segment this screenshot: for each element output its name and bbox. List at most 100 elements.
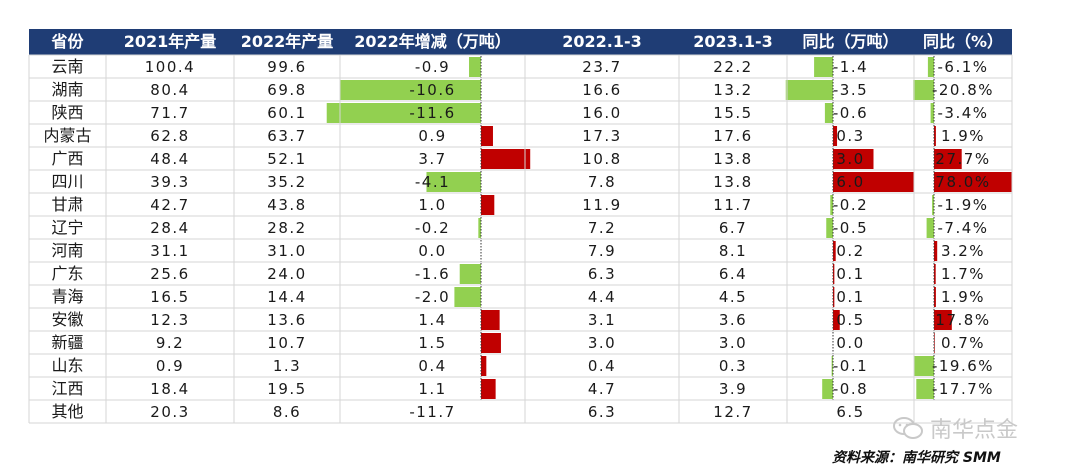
databar-layer [326, 56, 1012, 400]
table-cell: 22.2 [713, 58, 752, 76]
province-label: 青海 [51, 287, 83, 306]
table-cell: 25.6 [150, 265, 189, 283]
table-cell: -1.9% [937, 196, 988, 214]
table-cell: 9.2 [156, 334, 184, 352]
table-cell: -11.6 [409, 104, 455, 122]
negative-bar [913, 80, 934, 100]
table-cell: -0.9 [415, 58, 450, 76]
column-header: 2022年产量 [241, 32, 334, 51]
positive-bar [481, 195, 495, 215]
negative-bar [824, 103, 833, 123]
watermark-text: 南华点金 [930, 418, 1019, 443]
table-cell: 24.0 [267, 265, 306, 283]
negative-bar [459, 264, 481, 284]
table-cell: 39.3 [150, 173, 189, 191]
negative-bar [831, 356, 833, 376]
table-cell: 17.6 [713, 127, 752, 145]
table-cell: 0.4 [418, 357, 446, 375]
positive-bar [934, 333, 935, 353]
province-label: 广东 [51, 264, 83, 283]
province-label: 广西 [51, 149, 83, 168]
table-cell: 1.3 [273, 357, 301, 375]
positive-bar [481, 126, 493, 146]
negative-bar [930, 103, 934, 123]
table-cell: -10.6 [409, 81, 455, 99]
table-cell: -6.1% [937, 58, 988, 76]
table-cell: -3.5 [833, 81, 868, 99]
positive-bar [481, 333, 501, 353]
table-cell: -17.7% [932, 380, 994, 398]
negative-bar [454, 287, 481, 307]
table-cell: 13.8 [713, 173, 752, 191]
table-cell: 13.6 [267, 311, 306, 329]
table-gridlines [28, 54, 1013, 424]
table-cell: 48.4 [150, 150, 189, 168]
negative-bar [830, 195, 833, 215]
column-header: 2023.1-3 [693, 32, 773, 51]
negative-bar [785, 80, 833, 100]
table-body: 云南 100.4 99.6 -0.9 23.7 22.2 -1.4 -6.1% 湖南 80.4 69… [43, 57, 994, 421]
column-header: 2022.1-3 [562, 32, 642, 51]
province-label: 安徽 [51, 310, 83, 329]
province-label: 陕西 [51, 103, 83, 122]
table-cell: 99.6 [267, 58, 306, 76]
table-cell: 18.4 [150, 380, 189, 398]
table-cell: 12.3 [150, 311, 189, 329]
province-label: 云南 [51, 57, 83, 76]
table-cell: 0.3 [836, 127, 864, 145]
table-cell: 1.7% [941, 265, 985, 283]
positive-bar [481, 310, 500, 330]
positive-bar [934, 264, 936, 284]
positive-bar [934, 126, 936, 146]
province-label: 内蒙古 [43, 126, 91, 145]
negative-bar [340, 80, 481, 100]
positive-bar [934, 310, 952, 330]
watermark: 南华点金 [892, 412, 1018, 444]
table-cell: 80.4 [150, 81, 189, 99]
negative-bar [926, 218, 934, 238]
table-cell: 42.7 [150, 196, 189, 214]
table-cell: 4.5 [719, 288, 747, 306]
table-cell: 78.0% [935, 173, 990, 191]
table-cell: 35.2 [267, 173, 306, 191]
table-cell: 0.1 [836, 288, 864, 306]
positive-bar [833, 172, 914, 192]
negative-bar [326, 103, 481, 123]
positive-bar [481, 149, 531, 169]
table-cell: 43.8 [267, 196, 306, 214]
table-cell: 0.0 [418, 242, 446, 260]
table-cell: 1.1 [418, 380, 446, 398]
table-cell: 1.5 [418, 334, 446, 352]
table-cell: 6.3 [588, 265, 616, 283]
table-cell: 11.7 [713, 196, 752, 214]
province-label: 四川 [51, 172, 83, 191]
table-cell: 60.1 [267, 104, 306, 122]
table-cell: 31.1 [150, 242, 189, 260]
province-label: 河南 [51, 241, 83, 260]
table-cell: 6.5 [836, 403, 864, 421]
column-header: 2022年增减（万吨） [354, 32, 511, 51]
table-cell: 6.0 [836, 173, 864, 191]
table-cell: 23.7 [582, 58, 621, 76]
table-cell: 8.6 [273, 403, 301, 421]
table-cell: 17.8% [935, 311, 990, 329]
column-header: 同比（%） [923, 32, 1003, 51]
table-cell: 16.5 [150, 288, 189, 306]
table-cell: -4.1 [415, 173, 450, 191]
table-cell: 0.9 [156, 357, 184, 375]
table-cell: 3.7 [418, 150, 446, 168]
table-cell: 100.4 [145, 58, 195, 76]
negative-bar [478, 218, 481, 238]
table-cell: 4.7 [588, 380, 616, 398]
negative-bar [822, 379, 833, 399]
table-cell: -0.6 [833, 104, 868, 122]
table-cell: 13.8 [713, 150, 752, 168]
table-cell: 0.4 [588, 357, 616, 375]
positive-bar [833, 126, 838, 146]
table-cell: 3.0 [719, 334, 747, 352]
negative-bar [916, 379, 934, 399]
table-cell: 7.8 [588, 173, 616, 191]
table-cell: 8.1 [719, 242, 747, 260]
table-cell: 1.4 [418, 311, 446, 329]
